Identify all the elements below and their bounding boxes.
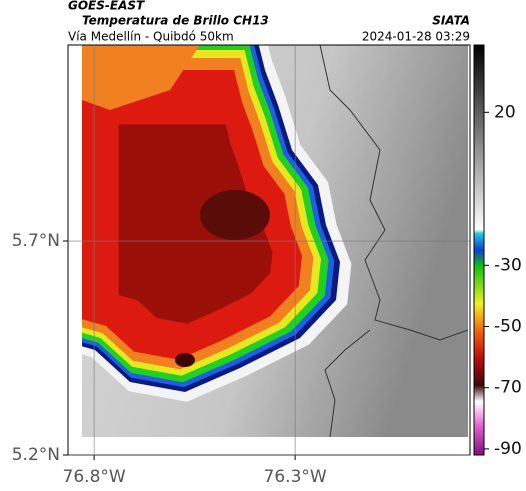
colorbar-label: -70 [494,378,522,398]
colorbar-label: -30 [494,255,522,275]
y-tick-label: 5.2°N [12,445,60,465]
timestamp: 2024-01-28 03:29 [362,30,470,44]
header: GOES-EAST Temperatura de Brillo CH13 SIA… [68,0,470,44]
colorbar-label: -50 [494,316,522,336]
title: GOES-EAST [68,0,145,13]
x-tick-label: 76.3°W [264,467,327,487]
x-tick-label: 76.8°W [63,467,126,487]
y-tick-label: 5.7°N [12,231,60,251]
satellite-image [82,45,468,437]
colorbar-label: -90 [494,439,522,459]
subtitle: Temperatura de Brillo CH13 [82,14,269,28]
colorbar [473,44,485,456]
source: SIATA [432,14,470,28]
route: Vía Medellín - Quibdó 50km [68,30,234,44]
colorbar-label: 20 [494,102,516,122]
